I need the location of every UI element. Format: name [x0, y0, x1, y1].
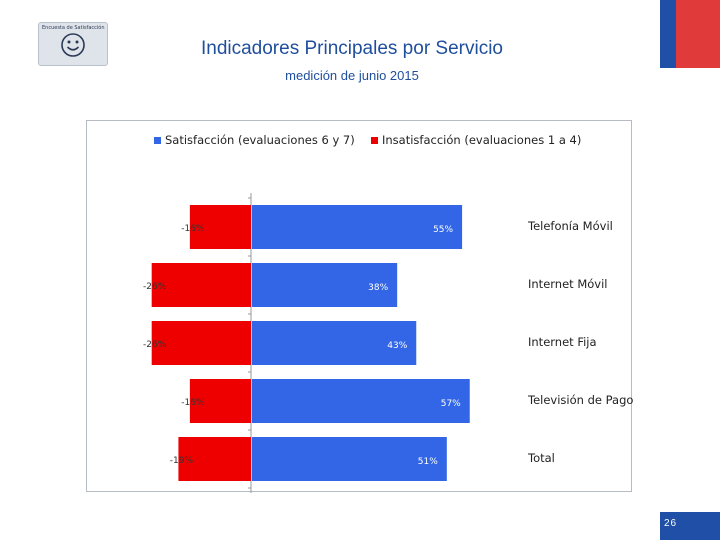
legend-dissatisfaction-label: Insatisfacción (evaluaciones 1 a 4)	[382, 133, 581, 147]
page-title: Indicadores Principales por Servicio	[200, 38, 504, 59]
data-label-satisfaction: 43%	[387, 341, 407, 351]
bar-dissatisfaction	[189, 379, 251, 423]
corner-flag-decoration	[660, 0, 720, 68]
data-label-dissatisfaction: -19%	[170, 456, 194, 466]
category-label: Televisión de Pago	[527, 393, 633, 407]
bar-dissatisfaction	[189, 205, 251, 249]
survey-logo: Encuesta de Satisfacción	[38, 22, 108, 66]
page-number-badge: 26	[660, 512, 720, 540]
legend-satisfaction-swatch	[154, 137, 161, 144]
legend-satisfaction-label: Satisfacción (evaluaciones 6 y 7)	[165, 133, 355, 147]
data-label-satisfaction: 38%	[368, 283, 388, 293]
bar-satisfaction	[252, 205, 463, 249]
data-label-satisfaction: 55%	[433, 225, 453, 235]
flag-blue-stripe	[660, 0, 676, 68]
legend-dissatisfaction-swatch	[371, 137, 378, 144]
category-label: Telefonía Móvil	[527, 219, 613, 233]
bar-satisfaction	[252, 437, 447, 481]
chart-container: Satisfacción (evaluaciones 6 y 7) Insatis…	[86, 120, 633, 493]
bar-satisfaction	[252, 321, 417, 365]
category-label: Internet Fija	[528, 335, 597, 349]
data-label-dissatisfaction: -26%	[143, 340, 167, 350]
category-label: Total	[527, 451, 555, 465]
data-label-satisfaction: 51%	[418, 457, 438, 467]
bar-dissatisfaction	[151, 263, 251, 307]
page-number: 26	[664, 518, 678, 529]
diverging-bar-chart: Satisfacción (evaluaciones 6 y 7) Insatis…	[143, 133, 633, 493]
data-label-satisfaction: 57%	[441, 399, 461, 409]
flag-red-stripe	[676, 0, 720, 68]
smiley-face-icon	[61, 33, 85, 57]
bar-dissatisfaction	[178, 437, 251, 481]
bar-satisfaction	[252, 379, 470, 423]
data-label-dissatisfaction: -16%	[181, 224, 205, 234]
data-label-dissatisfaction: -16%	[181, 398, 205, 408]
data-label-dissatisfaction: -26%	[143, 282, 167, 292]
category-label: Internet Móvil	[528, 277, 607, 291]
bar-dissatisfaction	[151, 321, 251, 365]
page-subtitle: medición de junio 2015	[285, 68, 419, 83]
bar-satisfaction	[252, 263, 398, 307]
logo-text: Encuesta de Satisfacción	[42, 25, 105, 31]
